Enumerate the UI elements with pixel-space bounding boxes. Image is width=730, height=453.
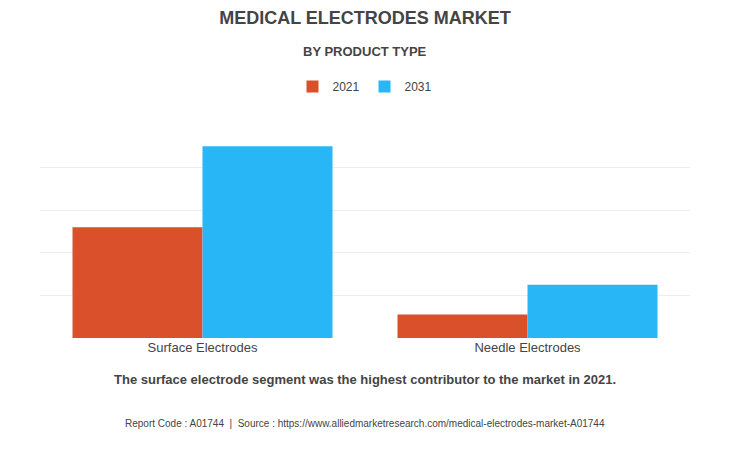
svg-text:2031: 2031 xyxy=(405,80,432,94)
svg-text:Needle Electrodes: Needle Electrodes xyxy=(474,340,581,355)
svg-text:Surface Electrodes: Surface Electrodes xyxy=(148,340,258,355)
svg-text:Report Code : A01744 | Sourc: Report Code : A01744 | Source : https://… xyxy=(125,418,605,429)
svg-text:2021: 2021 xyxy=(333,80,360,94)
svg-text:MEDICAL ELECTRODES MARKET: MEDICAL ELECTRODES MARKET xyxy=(219,8,511,28)
svg-text:BY PRODUCT TYPE: BY PRODUCT TYPE xyxy=(303,44,427,59)
svg-text:The surface electrode segment: The surface electrode segment was the hi… xyxy=(114,372,616,387)
